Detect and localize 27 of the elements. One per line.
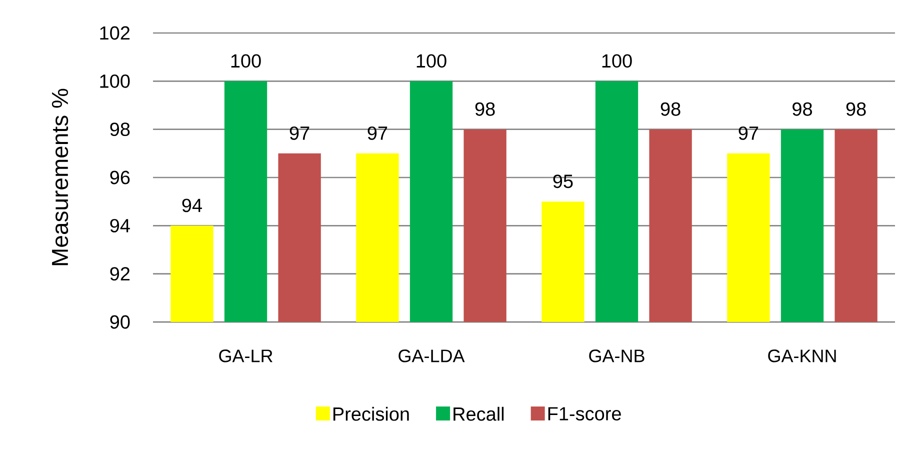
legend-label: Recall [454, 406, 504, 421]
y-tick-label: 102 [100, 26, 130, 40]
y-tick-label: 98 [110, 122, 130, 136]
data-label: 100 [416, 54, 446, 68]
data-label: 98 [660, 102, 680, 116]
data-label: 100 [231, 54, 261, 68]
legend-label: Precision [333, 406, 409, 421]
y-tick-label: 94 [110, 218, 130, 232]
data-label: 97 [738, 126, 758, 140]
x-tick-label: GA-KNN [768, 350, 836, 362]
data-label: 97 [368, 126, 388, 140]
legend-label: F1-score [548, 407, 621, 420]
data-label: 98 [475, 102, 495, 116]
x-tick-label: GA-LDA [398, 350, 465, 362]
data-label: 98 [846, 102, 866, 116]
y-tick-label: 96 [110, 170, 130, 184]
x-tick-label: GA-NB [589, 350, 644, 362]
data-label: 98 [792, 102, 812, 116]
data-label: 97 [290, 126, 310, 140]
data-label: 94 [182, 198, 202, 212]
y-tick-label: 90 [110, 315, 130, 329]
data-label: 95 [553, 174, 573, 188]
x-tick-label: GA-LR [219, 350, 272, 362]
y-axis-title: Measurements % [52, 88, 68, 266]
data-label: 100 [602, 54, 632, 68]
y-tick-label: 92 [110, 267, 130, 281]
y-tick-label: 100 [100, 74, 130, 88]
